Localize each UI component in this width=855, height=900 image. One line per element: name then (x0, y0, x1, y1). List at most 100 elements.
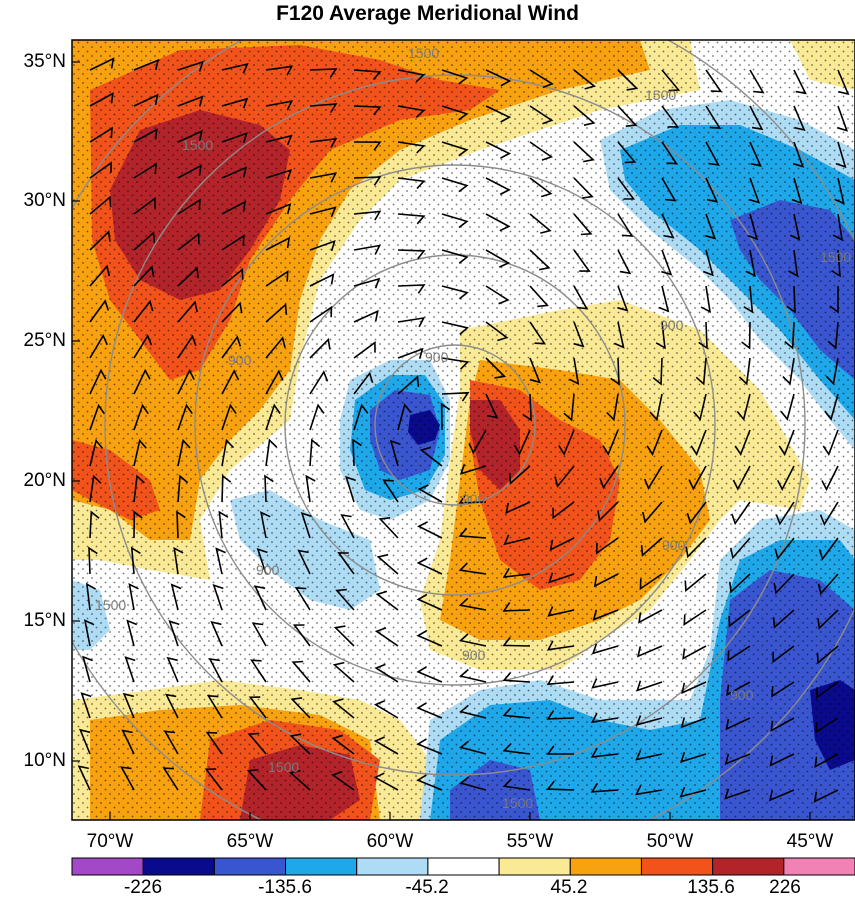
wind-barb (679, 786, 707, 798)
radius-ring (374, 344, 536, 506)
wind-barb (212, 584, 224, 611)
wind-barb (547, 606, 575, 617)
wind-barb (568, 357, 580, 386)
radius-ring (194, 164, 716, 686)
wind-barb (292, 624, 311, 647)
wind-barb (246, 768, 267, 791)
wind-barb (397, 403, 412, 431)
wind-barb (221, 132, 248, 144)
wind-barb (679, 752, 707, 763)
wind-barb (458, 668, 487, 683)
wind-barb (353, 309, 379, 323)
wind-barb (661, 69, 681, 92)
wind-barb (655, 321, 666, 350)
wind-barb (416, 774, 443, 791)
wind-barb (331, 770, 355, 791)
wind-barb (819, 501, 839, 526)
wind-barb (725, 717, 751, 731)
wind-barb (333, 625, 355, 647)
wind-barb (617, 141, 637, 164)
wind-barb (573, 213, 593, 236)
contour-label: 1500 (820, 249, 851, 265)
wind-barb (682, 645, 707, 660)
contour-label: 1500 (95, 597, 126, 613)
wind-barb (397, 375, 420, 395)
wind-barb (705, 213, 717, 240)
wind-barb (221, 267, 244, 287)
wind-barb (778, 429, 795, 457)
wind-barb (221, 234, 245, 251)
wind-barb (397, 347, 424, 359)
colorbar-swatch (142, 857, 215, 876)
wind-barb (265, 168, 293, 180)
wind-barb (309, 305, 333, 323)
wind-barb (378, 517, 399, 539)
wind-barb (617, 285, 629, 312)
wind-barb (290, 697, 311, 719)
wind-barb (264, 474, 274, 503)
wind-barb (780, 393, 795, 421)
wind-barb (573, 105, 596, 126)
wind-barb (458, 494, 487, 504)
wind-barb (834, 177, 845, 205)
wind-barb (529, 69, 554, 89)
wind-barbs (77, 57, 850, 803)
wind-barb (291, 660, 311, 683)
wind-barb (300, 512, 312, 539)
stippling-overlay (72, 40, 855, 820)
wind-barb (595, 537, 619, 555)
wind-barb (635, 749, 663, 761)
wind-barb (592, 609, 619, 621)
wind-barb (732, 465, 751, 491)
wind-barb (416, 738, 443, 755)
wind-barb (485, 357, 507, 379)
wind-barb (440, 402, 451, 431)
wind-barb (610, 357, 620, 386)
wind-barb (397, 69, 426, 83)
colorbar-swatch (356, 857, 429, 876)
wind-barb (738, 357, 751, 386)
wind-barb (772, 645, 795, 664)
contour-label: 1500 (408, 45, 439, 61)
wind-barb (416, 593, 443, 611)
wind-barb (352, 438, 362, 467)
colorbar-swatch (569, 857, 642, 876)
wind-barb (606, 393, 619, 422)
wind-barb (309, 337, 331, 359)
wind-barb (221, 369, 240, 395)
lon-label: 60°W (366, 831, 414, 852)
wind-barb (382, 479, 399, 503)
contour-label: 900 (425, 349, 449, 365)
wind-barb (208, 657, 223, 683)
wind-barb (416, 629, 443, 647)
wind-barb (832, 213, 844, 242)
wind-barb (397, 316, 426, 328)
wind-barb (546, 745, 575, 755)
wind-barb (617, 249, 632, 275)
wind-barb (80, 692, 92, 719)
wind-barb (602, 429, 619, 456)
wind-barb (749, 69, 765, 94)
wind-barb (177, 474, 189, 503)
wind-barb (416, 557, 443, 575)
wind-barb (221, 200, 247, 215)
wind-barb (458, 527, 487, 539)
wind-barb (683, 609, 707, 626)
wind-barb (724, 788, 751, 800)
wind-barb (248, 696, 267, 719)
wind-barb (703, 249, 714, 277)
colorbar-label: 226 (769, 877, 801, 898)
wind-barb (309, 273, 335, 287)
wind-barb (133, 474, 145, 503)
wind-barb (133, 334, 153, 359)
contour-label: 1500 (268, 759, 299, 775)
wind-barb (661, 105, 680, 128)
wind-barb (373, 699, 399, 719)
wind-barb (458, 597, 487, 611)
wind-barb (827, 321, 839, 350)
wind-barb (164, 693, 179, 719)
wind-barb (441, 177, 469, 193)
wind-barb (177, 60, 204, 72)
wind-barb (397, 141, 426, 154)
wind-barb (288, 769, 311, 791)
